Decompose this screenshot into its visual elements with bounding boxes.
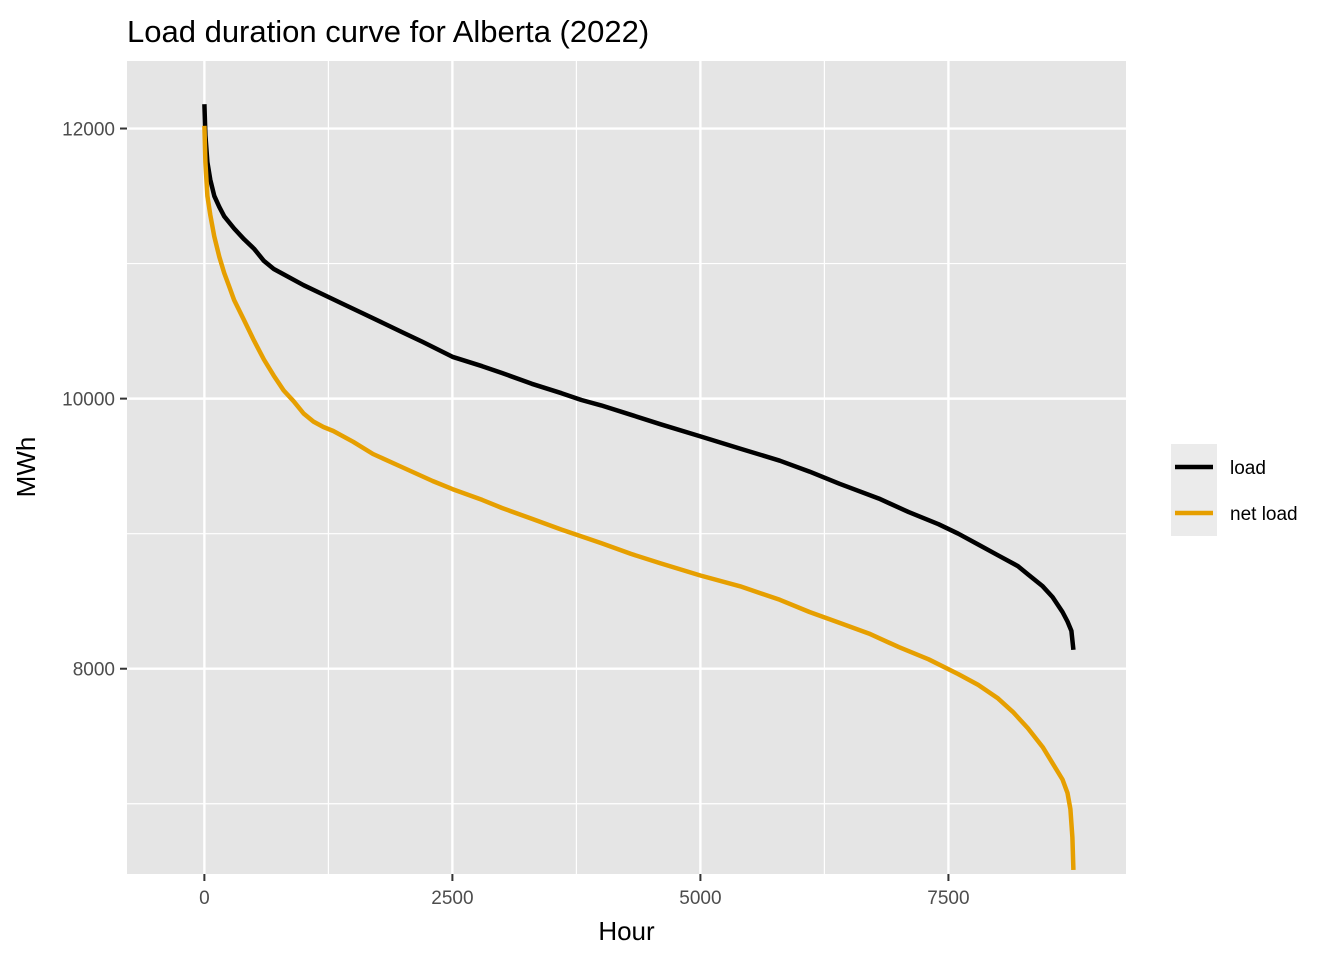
minor-gridlines (127, 61, 1126, 874)
x-tick-label: 5000 (679, 888, 721, 909)
x-tick-label: 7500 (927, 888, 969, 909)
y-tick-label: 10000 (62, 390, 115, 411)
x-axis: 0 2500 5000 7500 (199, 874, 970, 909)
plot-panel (127, 61, 1126, 874)
legend: load net load (1171, 444, 1298, 536)
x-tick-label: 0 (199, 888, 210, 909)
y-tick-label: 12000 (62, 120, 115, 141)
y-axis: 8000 10000 12000 (62, 120, 127, 681)
x-tick-label: 2500 (431, 888, 473, 909)
legend-label: load (1230, 458, 1266, 479)
legend-label: net load (1230, 504, 1298, 525)
series-line-load (202, 104, 1076, 651)
series-line-net-load (202, 125, 1076, 870)
x-axis-title: Hour (598, 916, 655, 946)
series-lines (202, 104, 1076, 870)
chart-title: Load duration curve for Alberta (2022) (127, 14, 649, 49)
y-axis-title: MWh (11, 437, 41, 498)
y-tick-label: 8000 (73, 660, 115, 681)
